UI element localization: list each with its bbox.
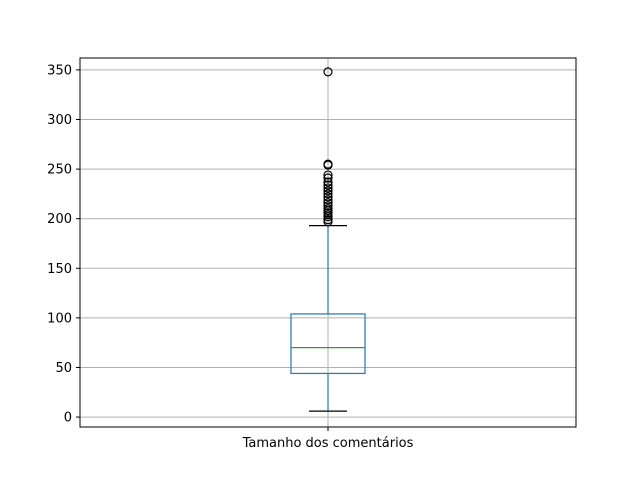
outlier-point xyxy=(323,201,333,211)
y-tick-label: 250 xyxy=(47,163,72,178)
y-tick-label: 350 xyxy=(47,63,72,78)
x-axis-ticks: Tamanho dos comentários xyxy=(242,427,414,451)
outlier-point xyxy=(323,67,333,77)
y-tick-label: 50 xyxy=(55,361,72,376)
outlier-point xyxy=(323,215,333,225)
outlier-point xyxy=(323,186,333,196)
iqr-box xyxy=(290,313,366,375)
outlier-point xyxy=(323,173,333,183)
y-tick-label: 0 xyxy=(64,411,72,426)
outlier-point xyxy=(323,195,333,205)
y-tick-label: 100 xyxy=(47,311,72,326)
y-axis-ticks: 0 50 100 150 200 250 300 350 xyxy=(47,63,80,426)
outlier-point xyxy=(323,170,333,180)
outlier-point xyxy=(323,192,333,202)
outlier-point xyxy=(323,183,333,193)
x-tick-label: Tamanho dos comentários xyxy=(242,436,414,451)
outlier-point xyxy=(323,198,333,208)
box-plot-series xyxy=(290,67,366,412)
outlier-point xyxy=(323,204,333,214)
y-tick-label: 300 xyxy=(47,113,72,128)
outlier-point xyxy=(323,180,333,190)
y-tick-label: 150 xyxy=(47,262,72,277)
y-tick-label: 200 xyxy=(47,212,72,227)
outlier-point xyxy=(323,159,333,169)
box-element xyxy=(290,67,366,412)
outlier-point xyxy=(323,177,333,187)
outlier-point xyxy=(323,189,333,199)
